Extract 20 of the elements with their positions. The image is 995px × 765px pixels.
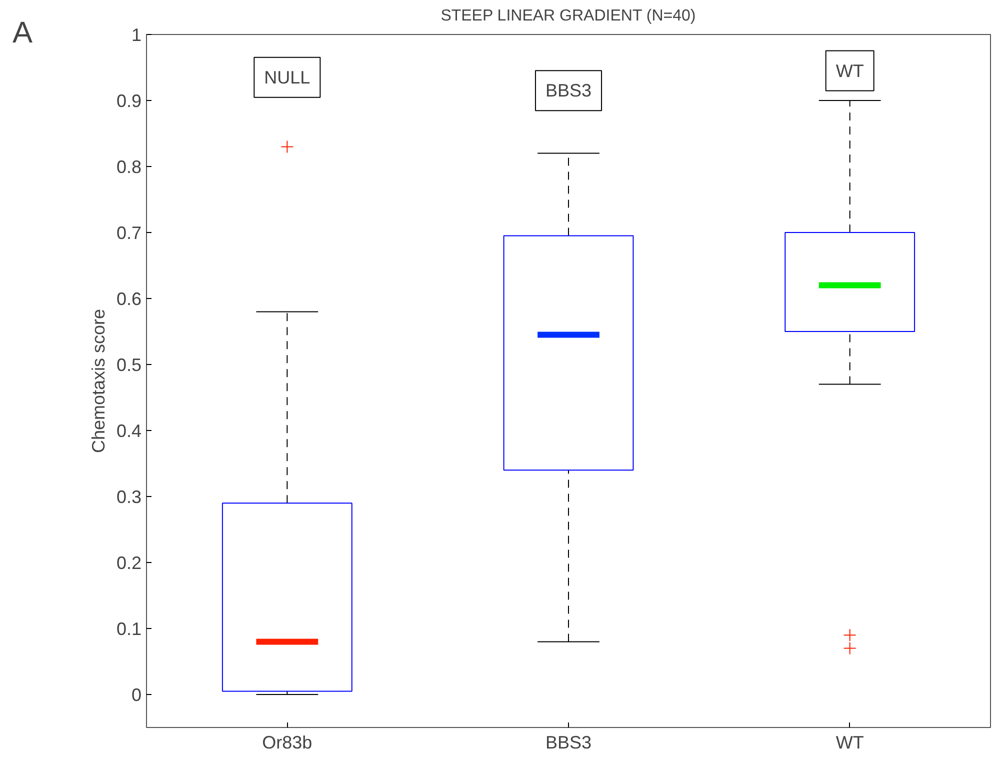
- annotation: WT: [836, 60, 864, 81]
- text: A: [12, 16, 33, 50]
- y-tick-label: 0.2: [116, 553, 142, 573]
- y-tick-label: 0.6: [116, 289, 142, 309]
- annotation: BBS3: [545, 80, 592, 101]
- x-tick-label: BBS3: [545, 732, 592, 752]
- y-tick-label: 0.7: [116, 223, 142, 243]
- annotation: NULL: [264, 67, 310, 88]
- y-tick-label: 0.1: [116, 619, 142, 639]
- y-axis-title: Chemotaxis score: [88, 308, 108, 454]
- chart-title: STEEP LINEAR GRADIENT (N=40): [440, 8, 696, 24]
- y-tick-label: 0.4: [116, 421, 142, 441]
- y-tick-label: 0.3: [116, 487, 142, 507]
- y-tick-label: 0.5: [116, 355, 142, 375]
- y-tick-label: 0.9: [116, 91, 142, 111]
- x-tick-label: Or83b: [262, 732, 312, 752]
- y-tick-label: 0.8: [116, 157, 142, 177]
- x-tick-label: WT: [836, 732, 864, 752]
- y-tick-label: 1: [131, 25, 142, 45]
- y-tick-label: 0: [131, 685, 142, 705]
